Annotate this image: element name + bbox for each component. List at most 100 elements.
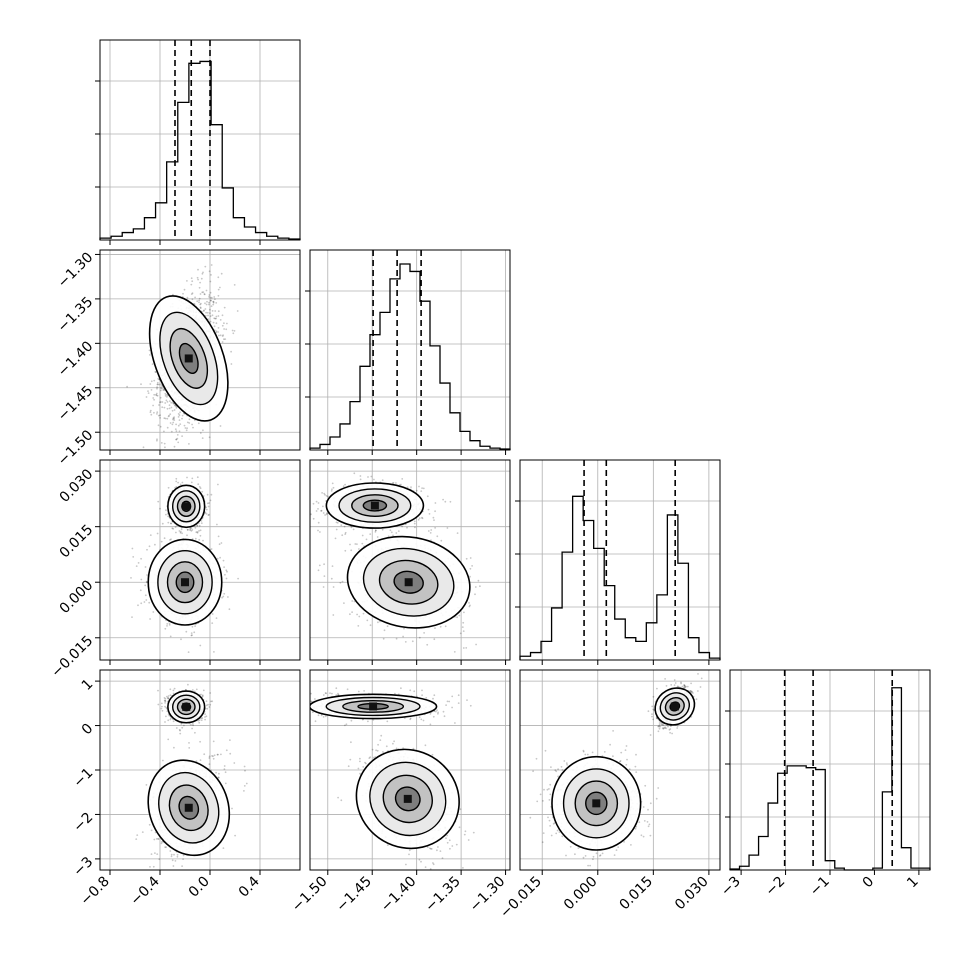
sample-point [211, 314, 214, 317]
sample-point [220, 272, 223, 275]
sample-point [319, 531, 321, 533]
sample-point [142, 446, 145, 449]
sample-point [420, 490, 423, 492]
sample-point [172, 421, 175, 424]
sample-point [163, 406, 166, 409]
sample-point [196, 276, 199, 279]
sample-point [427, 530, 430, 532]
sample-point [156, 532, 159, 535]
sample-point [225, 577, 228, 580]
sample-point [164, 721, 166, 723]
sample-point [131, 547, 134, 550]
sample-point [212, 301, 215, 304]
sample-point [317, 529, 319, 532]
sample-point [395, 532, 398, 534]
sample-point [395, 637, 398, 640]
sample-point [312, 517, 315, 520]
sample-point [173, 417, 175, 420]
sample-point [147, 392, 150, 394]
sample-point [175, 430, 178, 433]
sample-point [344, 531, 347, 534]
sample-point [221, 335, 224, 337]
sample-point [186, 427, 189, 430]
sample-point [163, 442, 166, 445]
sample-point [374, 531, 377, 533]
sample-point [474, 586, 477, 588]
sample-point [351, 600, 354, 602]
sample-point [226, 570, 228, 573]
sample-point [137, 562, 140, 564]
sample-point [167, 486, 170, 489]
hist-frame-1 [309, 249, 511, 451]
sample-point [477, 579, 480, 582]
sample-point [156, 386, 159, 388]
hist-frame-2 [519, 459, 721, 661]
sample-point [144, 584, 147, 587]
sample-point [153, 379, 156, 382]
sample-point [180, 638, 182, 641]
sample-point [186, 296, 189, 299]
sample-point [169, 688, 172, 691]
sample-point [145, 581, 148, 584]
sample-point [191, 280, 194, 283]
sample-point [317, 521, 320, 524]
sample-point [231, 329, 234, 332]
sample-point [418, 636, 421, 639]
sample-point [148, 349, 151, 352]
hist-panel-0 [95, 39, 301, 241]
sample-point [170, 452, 172, 454]
sample-point [421, 517, 424, 520]
sample-point [163, 537, 166, 540]
sample-point [221, 596, 224, 599]
hist-step-0 [99, 60, 301, 240]
density-peak-2-1-0 [370, 501, 379, 510]
sample-point [205, 289, 208, 292]
sample-point [423, 632, 425, 634]
panel-frame-2-1 [309, 459, 511, 661]
sample-point [159, 401, 162, 403]
sample-point [157, 383, 159, 386]
sample-point [341, 580, 344, 583]
sample-point [199, 487, 202, 490]
sample-point [312, 502, 315, 505]
sample-point [186, 528, 189, 531]
sample-point [178, 419, 181, 421]
sample-point [198, 524, 201, 527]
sample-point [344, 483, 346, 486]
sample-point [213, 651, 215, 653]
sample-point [190, 277, 193, 280]
sample-point [332, 586, 335, 588]
sample-point [233, 330, 236, 332]
sample-point [190, 481, 193, 484]
sample-point [209, 320, 212, 323]
sample-point [325, 495, 328, 497]
sample-point [218, 334, 220, 337]
sample-point [182, 292, 184, 295]
sample-point [145, 599, 148, 601]
sample-point [149, 534, 152, 536]
sample-point [132, 556, 135, 558]
sample-point [165, 509, 167, 512]
sample-point [183, 424, 186, 427]
sample-point [462, 621, 465, 624]
sample-point [465, 647, 468, 649]
density-peak-2-1-1 [404, 578, 413, 587]
sample-point [208, 513, 210, 516]
sample-point [170, 522, 173, 525]
sample-point [219, 334, 222, 337]
sample-point [164, 402, 167, 404]
sample-point [207, 505, 210, 508]
sample-point [436, 535, 439, 538]
sample-point [397, 530, 400, 532]
sample-point [469, 604, 471, 607]
sample-point [178, 530, 181, 532]
sample-point [200, 522, 203, 524]
sample-point [369, 624, 372, 627]
sample-point [161, 452, 163, 454]
sample-point [382, 637, 385, 640]
sample-point [469, 567, 472, 570]
sample-point [168, 414, 171, 417]
sample-point [169, 635, 172, 638]
sample-point [164, 395, 167, 397]
sample-point [212, 300, 215, 303]
